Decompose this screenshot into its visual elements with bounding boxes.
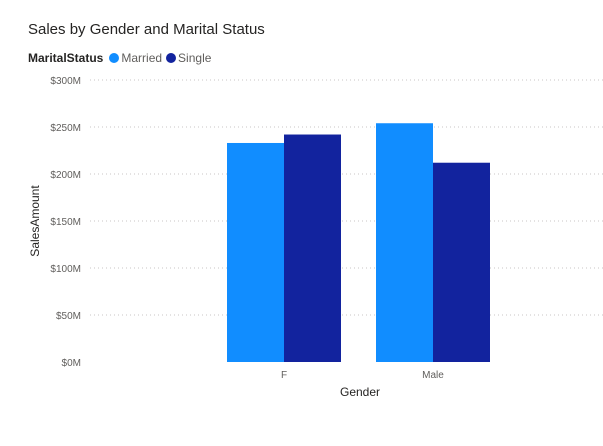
bars — [227, 123, 490, 363]
y-tick-label: $150M — [50, 217, 81, 228]
legend-label-married: Married — [121, 51, 163, 65]
y-tick-label: $100M — [50, 264, 81, 275]
legend-item-single[interactable]: Single — [166, 51, 211, 65]
bar-single-male[interactable] — [433, 162, 490, 362]
bar-married-male[interactable] — [376, 123, 433, 363]
y-axis-label: SalesAmount — [28, 185, 42, 257]
chart-title: Sales by Gender and Marital Status — [28, 21, 265, 38]
legend-label-single: Single — [178, 51, 212, 65]
y-tick-label: $0M — [62, 358, 81, 369]
legend-title: MaritalStatus — [28, 51, 104, 65]
x-axis-label: Gender — [340, 385, 380, 399]
legend: MaritalStatus Married Single — [28, 51, 215, 65]
y-axis-ticks: $0M $50M $100M $150M $200M $250M $300M — [50, 76, 81, 369]
y-tick-label: $200M — [50, 170, 81, 181]
x-axis-ticks: F Male — [281, 370, 444, 381]
legend-item-married[interactable]: Married — [109, 51, 162, 65]
bar-married-f[interactable] — [227, 142, 284, 362]
y-tick-label: $300M — [50, 76, 81, 87]
x-tick-label: F — [281, 370, 287, 381]
bar-single-f[interactable] — [284, 134, 341, 362]
x-tick-label: Male — [422, 370, 444, 381]
legend-swatch-married — [109, 53, 120, 63]
y-tick-label: $50M — [56, 311, 81, 322]
y-tick-label: $250M — [50, 123, 81, 134]
legend-swatch-single — [166, 53, 177, 63]
gridlines — [90, 79, 603, 316]
